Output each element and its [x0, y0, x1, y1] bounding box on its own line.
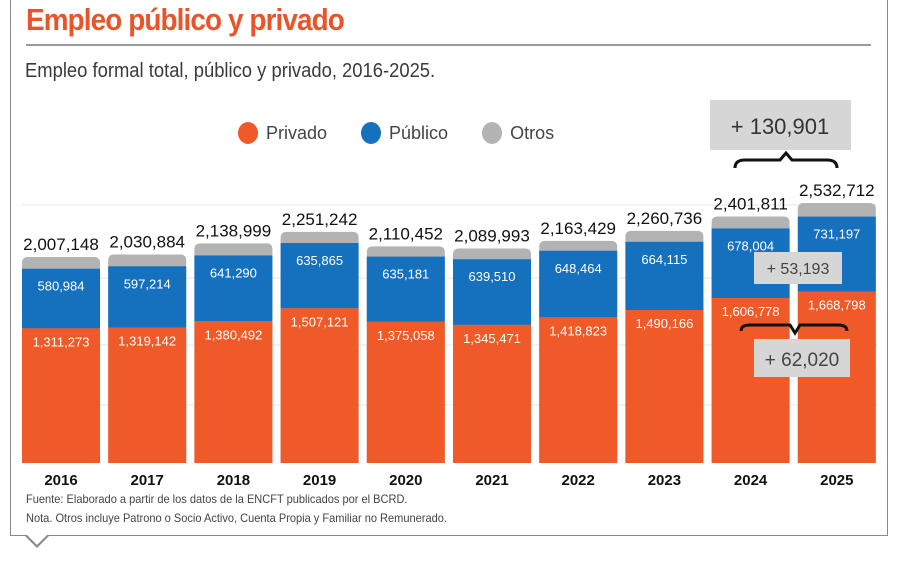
year-tick-label: 2022: [562, 472, 595, 489]
year-tick-label: 2018: [217, 472, 250, 489]
total-brace-icon: [733, 150, 839, 169]
private-brace-icon: [739, 323, 849, 336]
year-tick-label: 2019: [303, 472, 336, 489]
title-divider: [26, 44, 871, 46]
publico-value-label: 597,214: [124, 276, 171, 291]
total-value-label: 2,110,452: [369, 224, 443, 243]
public-change-label: + 53,193: [767, 261, 830, 278]
bar-publico: [366, 256, 445, 322]
total-change-box: [710, 100, 851, 150]
privado-value-label: 1,606,778: [722, 304, 780, 319]
public-change-box: [754, 252, 842, 284]
legend-item-publico: Público: [361, 122, 448, 144]
total-value-label: 2,089,993: [454, 226, 530, 245]
publico-value-label: 731,197: [813, 227, 860, 242]
publico-value-label: 635,865: [296, 253, 343, 268]
year-tick-label: 2020: [389, 472, 422, 489]
publico-value-label: 641,290: [210, 265, 257, 280]
bar-privado: [453, 324, 531, 463]
total-value-label: 2,007,148: [23, 235, 99, 254]
bar-privado: [108, 327, 187, 463]
publico-swatch-icon: [361, 122, 382, 144]
privado-value-label: 1,490,166: [635, 316, 693, 331]
year-tick-label: 2016: [44, 472, 77, 489]
total-value-label: 2,163,429: [540, 219, 616, 238]
privado-value-label: 1,380,492: [204, 327, 262, 342]
legend-label: Privado: [266, 122, 328, 143]
total-value-label: 2,532,712: [799, 181, 875, 200]
bar-privado: [625, 310, 704, 463]
total-value-label: 2,260,736: [627, 209, 703, 228]
year-tick-label: 2017: [131, 472, 164, 489]
bar-publico: [22, 268, 100, 329]
privado-value-label: 1,345,471: [463, 331, 521, 346]
privado-value-label: 1,319,142: [118, 334, 176, 349]
bar-privado: [711, 298, 790, 463]
legend-label: Público: [389, 122, 449, 143]
total-value-label: 2,251,242: [282, 210, 358, 229]
otros-swatch-icon: [482, 122, 503, 144]
source-note: Fuente: Elaborado a partir de los datos …: [26, 492, 408, 506]
chart-subtitle: Empleo formal total, público y privado, …: [25, 60, 436, 82]
privado-value-label: 1,375,058: [377, 328, 435, 343]
publico-value-label: 678,004: [727, 238, 774, 253]
bar-privado: [539, 317, 618, 463]
publico-value-label: 635,181: [382, 267, 429, 282]
privado-value-label: 1,311,273: [33, 334, 90, 349]
year-tick-label: 2024: [734, 472, 768, 489]
bar-privado: [22, 328, 100, 463]
bar-privado: [366, 321, 445, 463]
callout-pointer: [24, 534, 50, 548]
privado-value-label: 1,668,798: [808, 298, 866, 313]
bar-publico: [453, 259, 531, 325]
other-note: Nota. Otros incluye Patrono o Socio Acti…: [26, 511, 447, 525]
bar-privado: [194, 321, 273, 463]
legend-item-otros: Otros: [482, 122, 554, 144]
total-change-label: + 130,901: [731, 114, 829, 139]
bar-publico: [539, 250, 618, 318]
bar-publico: [194, 255, 273, 322]
bar-publico: [625, 241, 704, 311]
publico-value-label: 648,464: [555, 261, 602, 276]
publico-value-label: 580,984: [38, 279, 85, 294]
privado-value-label: 1,418,823: [549, 323, 607, 338]
private-change-label: + 62,020: [765, 350, 840, 371]
year-tick-label: 2021: [475, 472, 508, 489]
bar-privado: [797, 291, 876, 463]
bar-publico: [108, 266, 187, 328]
bar-publico: [280, 243, 359, 309]
total-value-label: 2,401,811: [713, 194, 787, 213]
privado-value-label: 1,507,121: [291, 314, 349, 329]
publico-value-label: 639,510: [469, 269, 516, 284]
legend-label: Otros: [510, 122, 555, 143]
total-value-label: 2,138,999: [196, 221, 272, 240]
privado-swatch-icon: [238, 122, 258, 144]
chart-title: Empleo público y privado: [26, 2, 345, 37]
private-change-box: [754, 339, 850, 377]
legend: Privado Público Otros: [238, 122, 554, 144]
bar-privado: [280, 308, 359, 463]
year-tick-label: 2025: [820, 472, 853, 489]
legend-item-privado: Privado: [238, 122, 327, 144]
publico-value-label: 664,115: [641, 252, 687, 267]
year-tick-label: 2023: [648, 472, 681, 489]
total-value-label: 2,030,884: [109, 233, 185, 252]
